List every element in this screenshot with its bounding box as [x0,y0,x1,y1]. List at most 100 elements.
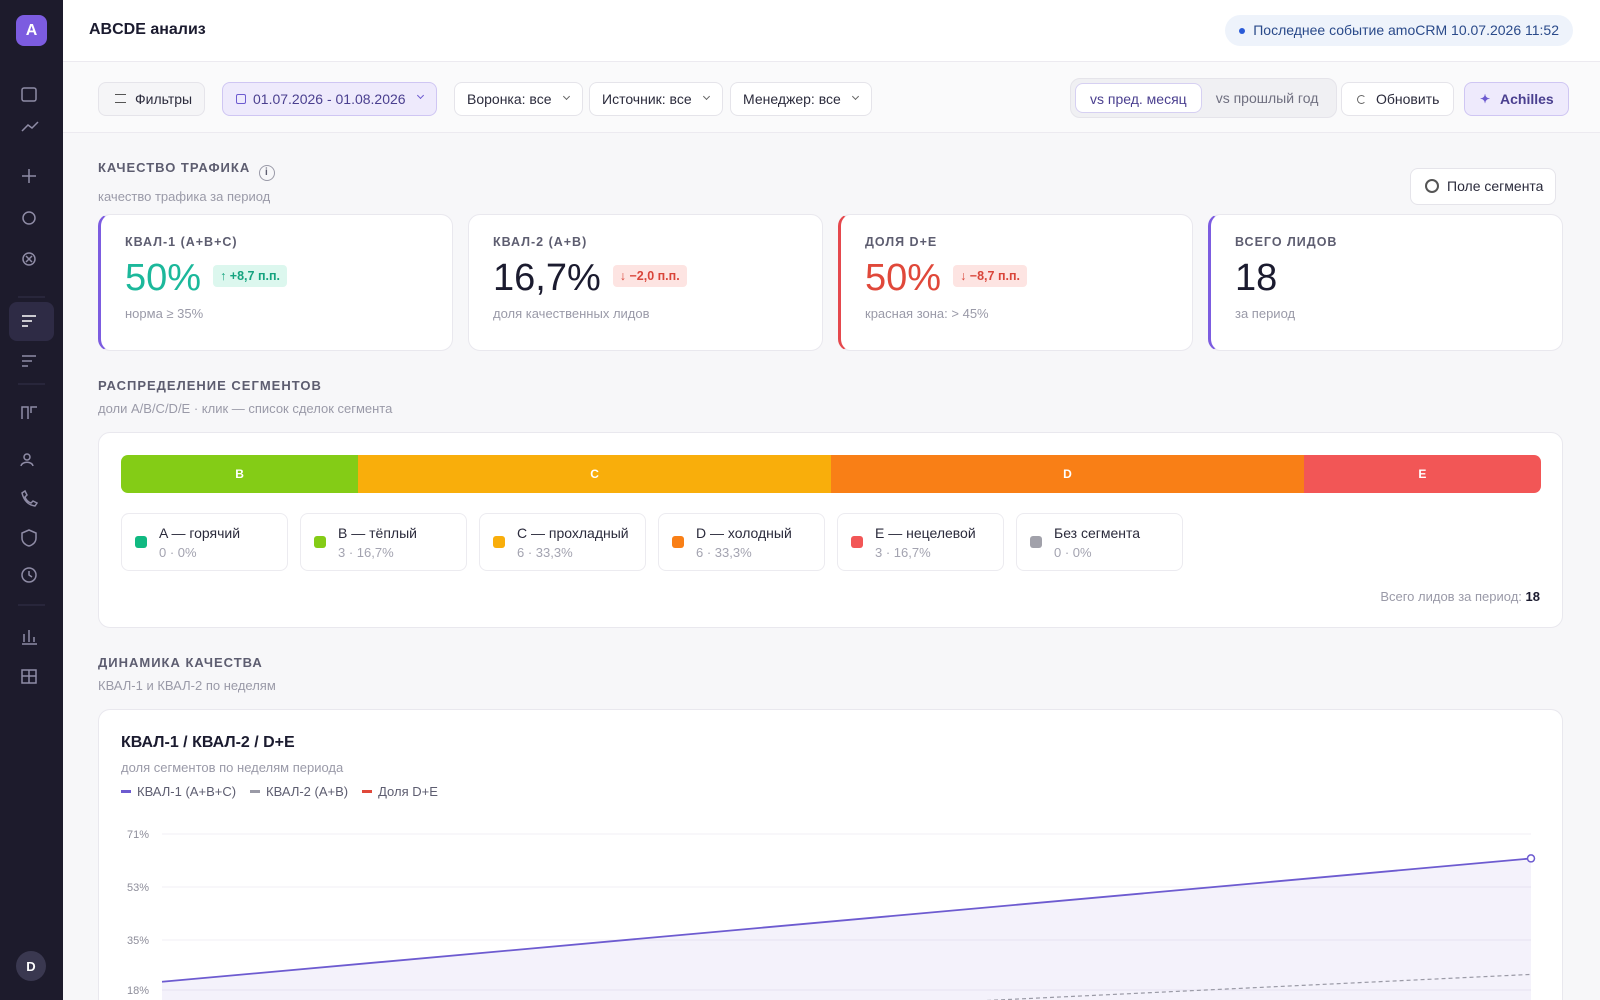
legend-stats: 3 · 16,7% [338,545,394,560]
segment[interactable]: D [830,455,1304,493]
select-text: Воронка: все [467,91,552,107]
select[interactable]: Воронка: все [454,82,583,116]
area [162,858,1531,1000]
segment[interactable]: C [358,455,831,493]
point [1526,854,1536,863]
kpi-label: ВСЕГО ЛИДОВ [1235,235,1338,249]
section-title-text: КАЧЕСТВО ТРАФИКА [98,160,251,175]
legend-stats: 6 · 33,3% [696,545,752,560]
trend-arrow: ↓ [619,269,630,283]
trend-arrow: ↓ [960,269,970,283]
legend-name: Без сегмента [1054,525,1141,541]
page-title: ABCDE анализ [89,21,206,38]
legend-label: КВАЛ-2 (A+B) [266,784,349,799]
legend-stats: 3 · 16,7% [875,545,931,560]
delta-text: −8,7 п.п. [969,269,1020,283]
chart-card: КВАЛ-1 / КВАЛ-2 / D+E доля сегментов по … [98,709,1563,1000]
segment-legend-item[interactable]: C — прохладный 6 · 33,3% [479,513,646,571]
kpi-value: 50% [865,257,942,299]
segment[interactable]: E [1303,455,1541,493]
icon [115,94,126,103]
segments-head: РАСПРЕДЕЛЕНИЕ СЕГМЕНТОВ доли A/B/C/D/E ·… [98,378,1563,416]
total-value: 18 [1525,589,1540,604]
user-button[interactable]: Achilles ✦ [1464,82,1569,116]
select[interactable]: Источник: все [589,82,723,116]
segment-legend-item[interactable]: B — тёплый 3 · 16,7% [300,513,467,571]
legend-stats: 0 · 0% [159,545,197,560]
chart-title: КВАЛ-1 / КВАЛ-2 / D+E [121,734,295,751]
refresh-button[interactable]: Обновить [1341,82,1455,116]
legend-item[interactable]: Доля D+E [362,784,438,799]
legend-swatch [250,790,261,793]
y-tick-label: 18% [127,985,149,997]
kpi-card: ВСЕГО ЛИДОВ 18 за период [1208,214,1563,351]
chevron [416,91,424,100]
segment-letter: E [1418,467,1427,481]
segments-card: B C D E Всего лидов за период: 18 A — горяч… [98,432,1563,628]
kpi-label: КВАЛ-2 (A+B) [493,235,588,249]
kpi-note: за период [1235,306,1296,321]
nav-icons [9,87,54,684]
y-tick-label: 35% [127,935,149,947]
kpi-value: 18 [1235,257,1278,299]
kpi-row: 50% ↑ +8,7 п.п. [125,249,428,300]
segment-legend-item[interactable]: D — холодный 6 · 33,3% [658,513,825,571]
segment-legend-item[interactable]: Без сегмента 0 · 0% [1016,513,1183,571]
series-line [161,857,1532,983]
quality-head: КАЧЕСТВО ТРАФИКА i качество трафика за п… [98,160,1563,204]
legend-label: КВАЛ-1 (A+B+C) [137,784,237,799]
chevron [702,92,710,101]
trend-arrow: ↑ [220,269,230,283]
section-subtitle: качество трафика за период [98,189,271,204]
chart: 18% 35% 53% 71% [127,829,1536,1000]
legend-swatch [121,790,131,793]
legend-item[interactable]: КВАЛ-2 (A+B) [250,784,348,799]
user-avatar[interactable]: D [16,951,46,981]
total: Всего лидов за период: 18 [1380,589,1540,604]
chevron [851,92,859,101]
legend-swatch [362,790,373,793]
button-text: Поле сегмента [1447,178,1544,194]
segment-letter: B [235,467,244,481]
swatch [493,536,505,548]
kpi-label: КВАЛ-1 (A+B+C) [125,235,238,249]
compare-option[interactable]: vs прошлый год [1215,90,1319,106]
legend-label: Доля D+E [378,784,438,799]
legend-name: E — нецелевой [875,525,976,541]
segment-letter: D [1063,467,1072,481]
y-tick-label: 71% [127,829,149,841]
legend-name: B — тёплый [338,525,417,541]
legend-item[interactable]: КВАЛ-1 (A+B+C) [121,784,236,799]
y-tick-label: 53% [127,882,149,894]
filters-button[interactable]: Фильтры [98,82,206,116]
compare-toggle: vs пред. месяц vs прошлый год [1070,78,1338,118]
delta-text: +8,7 п.п. [229,269,280,283]
chart-legend: КВАЛ-1 (A+B+C) КВАЛ-2 (A+B) Доля D+E [121,784,438,799]
segment-bar: B C D E [121,455,1541,493]
section-title: ДИНАМИКА КАЧЕСТВА [98,655,263,670]
button-text: Обновить [1376,91,1440,107]
logo[interactable]: A [16,15,47,46]
segment-field-button[interactable]: Поле сегмента [1410,168,1557,205]
section-title: КАЧЕСТВО ТРАФИКА i [98,160,1563,181]
kpi-value: 16,7% [493,257,601,299]
segment-legend-item[interactable]: E — нецелевой 3 · 16,7% [837,513,1004,571]
kpi-label: ДОЛЯ D+E [865,235,938,249]
icon: ✦ [1480,92,1491,106]
legend-name: C — прохладный [517,525,629,541]
button-text: Achilles [1500,91,1554,107]
compare-option[interactable]: vs пред. месяц [1075,83,1202,113]
swatch [135,536,147,548]
segment[interactable]: B [121,455,359,493]
chevron [562,92,570,101]
kpi-note: норма ≥ 35% [125,306,204,321]
header: ABCDE анализ Последнее событие amoCRM 10… [63,0,1600,62]
select[interactable]: Менеджер: все [730,82,872,116]
icon [1357,95,1366,104]
segment-legend-item[interactable]: A — горячий 0 · 0% [121,513,288,571]
kpi-card: КВАЛ-2 (A+B) 16,7% ↓ −2,0 п.п. доля качеств… [468,214,823,351]
kpi-row: 16,7% ↓ −2,0 п.п. [493,249,798,300]
period-button[interactable]: 01.07.2026 - 01.08.2026 [222,82,437,116]
section-subtitle: КВАЛ-1 и КВАЛ-2 по неделям [98,678,276,693]
